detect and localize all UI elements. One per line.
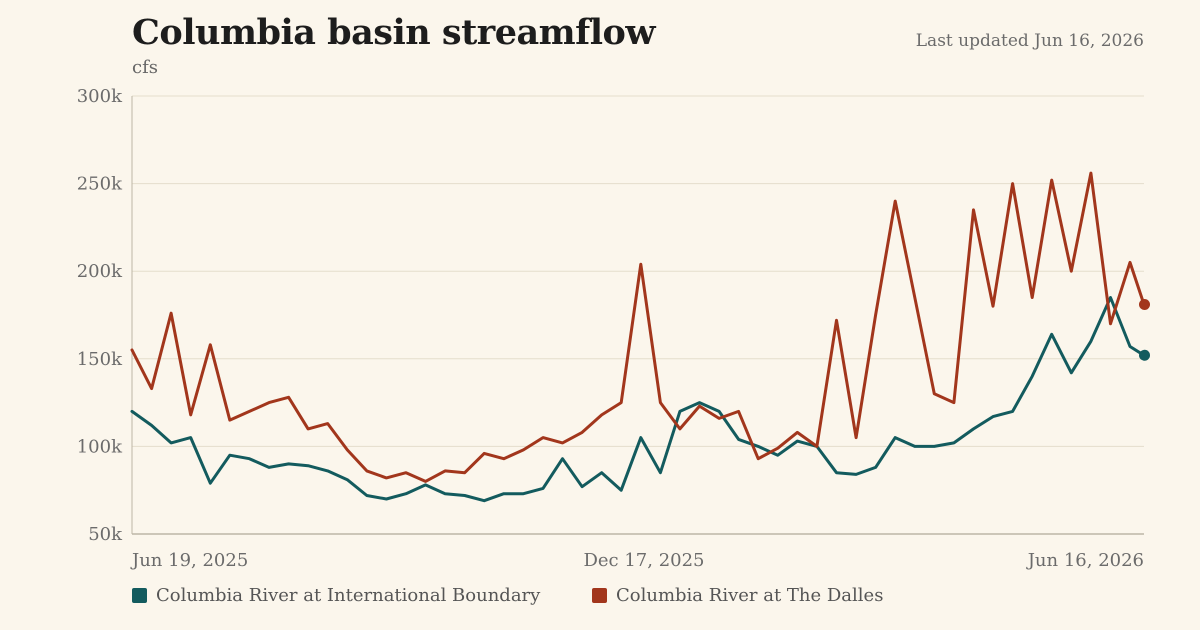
chart-subtitle: cfs — [132, 57, 158, 78]
grid — [131, 95, 1144, 535]
y-tick-label: 300k — [77, 86, 123, 107]
series-lines — [130, 171, 1150, 503]
y-tick-label: 100k — [77, 436, 123, 457]
y-axis-ticks: 50k 100k 150k 200k 250k 300k — [77, 86, 123, 545]
x-tick-label: Jun 19, 2025 — [130, 550, 248, 571]
series-end-point-1 — [1139, 298, 1150, 310]
series-end-point-0 — [1139, 349, 1150, 361]
chart-title: Columbia basin streamflow — [132, 12, 656, 53]
legend-label: Columbia River at International Boundary — [156, 585, 541, 606]
y-tick-label: 50k — [88, 524, 123, 545]
x-axis-ticks: Jun 19, 2025 Dec 17, 2025 Jun 16, 2026 — [130, 550, 1144, 571]
legend-item-international-boundary: Columbia River at International Boundary — [132, 585, 540, 606]
y-tick-label: 200k — [77, 261, 123, 282]
legend-swatch — [132, 588, 147, 603]
last-updated-label: Last updated Jun 16, 2026 — [915, 31, 1144, 51]
series-line-1 — [130, 171, 1146, 483]
legend-label: Columbia River at The Dalles — [616, 585, 884, 606]
x-tick-label: Jun 16, 2026 — [1026, 550, 1144, 571]
legend-item-the-dalles: Columbia River at The Dalles — [592, 585, 883, 606]
legend-swatch — [592, 588, 607, 603]
series-line-0 — [130, 296, 1146, 503]
y-tick-label: 150k — [77, 349, 123, 370]
x-tick-label: Dec 17, 2025 — [583, 550, 704, 571]
y-tick-label: 250k — [77, 174, 123, 195]
